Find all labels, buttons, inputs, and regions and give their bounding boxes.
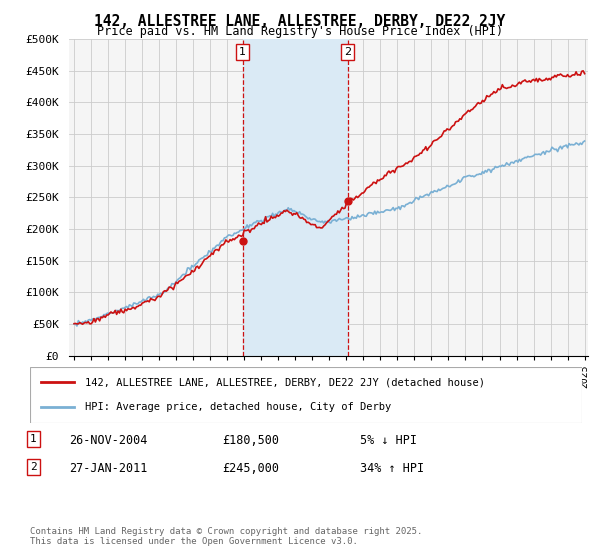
Text: 142, ALLESTREE LANE, ALLESTREE, DERBY, DE22 2JY (detached house): 142, ALLESTREE LANE, ALLESTREE, DERBY, D… [85, 377, 485, 388]
Text: £180,500: £180,500 [222, 434, 279, 447]
FancyBboxPatch shape [30, 367, 582, 423]
Text: £245,000: £245,000 [222, 462, 279, 475]
Text: HPI: Average price, detached house, City of Derby: HPI: Average price, detached house, City… [85, 402, 391, 412]
Text: 5% ↓ HPI: 5% ↓ HPI [360, 434, 417, 447]
Text: 1: 1 [30, 434, 37, 444]
Text: 142, ALLESTREE LANE, ALLESTREE, DERBY, DE22 2JY: 142, ALLESTREE LANE, ALLESTREE, DERBY, D… [94, 14, 506, 29]
Bar [242, 39, 347, 356]
Text: Contains HM Land Registry data © Crown copyright and database right 2025.
This d: Contains HM Land Registry data © Crown c… [30, 526, 422, 546]
Text: 27-JAN-2011: 27-JAN-2011 [69, 462, 148, 475]
Text: 34% ↑ HPI: 34% ↑ HPI [360, 462, 424, 475]
Text: 1: 1 [239, 47, 246, 57]
Text: 2: 2 [344, 47, 351, 57]
Text: 26-NOV-2004: 26-NOV-2004 [69, 434, 148, 447]
Text: Price paid vs. HM Land Registry's House Price Index (HPI): Price paid vs. HM Land Registry's House … [97, 25, 503, 38]
Text: 2: 2 [30, 462, 37, 472]
